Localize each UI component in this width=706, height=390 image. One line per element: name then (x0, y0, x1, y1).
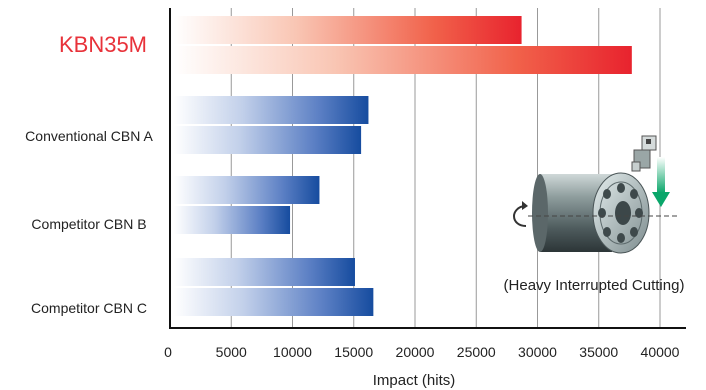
bar-conventional-cbn-a-1 (174, 96, 369, 124)
tick-labels: 0 5000 10000 15000 20000 25000 30000 35000 40000 (164, 344, 680, 360)
bar-competitor-cbn-c-2 (174, 288, 374, 316)
category-label-competitor-cbn-c: Competitor CBN C (31, 300, 147, 316)
workpiece-illustration: (Heavy Interrupted Cutting) (504, 135, 685, 294)
bar-kbn35m-1 (174, 16, 522, 44)
category-label-kbn35m: KBN35M (59, 32, 147, 57)
bar-competitor-cbn-b-1 (174, 176, 320, 204)
bar-competitor-cbn-b-2 (174, 206, 291, 234)
cylinder-bore (615, 201, 631, 225)
bar-conventional-cbn-a-2 (174, 126, 362, 154)
x-tick-label-35000: 35000 (579, 344, 618, 360)
x-tick-label-25000: 25000 (457, 344, 496, 360)
bars-layer (174, 16, 632, 316)
x-axis-title: Impact (hits) (373, 372, 456, 389)
axis-layer (169, 8, 686, 329)
x-tick-label-20000: 20000 (396, 344, 435, 360)
x-tick-label-15000: 15000 (334, 344, 373, 360)
x-tick-label-40000: 40000 (641, 344, 680, 360)
x-tick-label-10000: 10000 (273, 344, 312, 360)
rotation-arrow-icon (512, 205, 527, 227)
category-label-competitor-cbn-b: Competitor CBN B (31, 216, 146, 232)
feed-arrow-icon (652, 157, 670, 207)
category-labels: KBN35M Conventional CBN A Competitor CBN B… (25, 32, 153, 316)
bar-competitor-cbn-c-1 (174, 258, 355, 286)
rotation-arrowhead-icon (522, 201, 528, 210)
bar-kbn35m-2 (174, 46, 632, 74)
cutting-tool-icon (631, 135, 657, 172)
x-tick-label-0: 0 (164, 344, 172, 360)
category-label-conventional-cbn-a: Conventional CBN A (25, 128, 153, 144)
annotation-text: (Heavy Interrupted Cutting) (504, 277, 685, 294)
x-tick-label-30000: 30000 (518, 344, 557, 360)
x-tick-label-5000: 5000 (216, 344, 247, 360)
cylinder-back-end (532, 174, 548, 252)
